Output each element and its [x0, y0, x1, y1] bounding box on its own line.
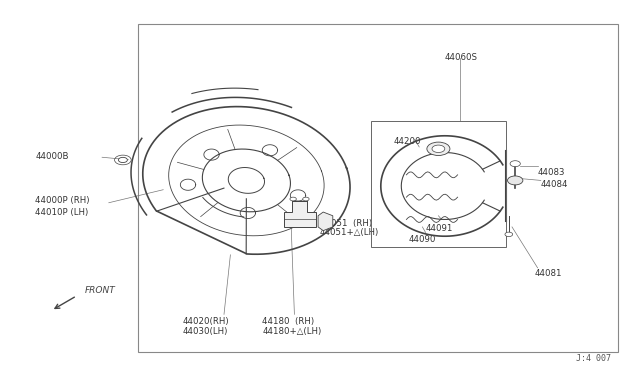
Polygon shape	[284, 201, 316, 227]
Text: FRONT: FRONT	[85, 286, 116, 295]
Text: 44000B: 44000B	[35, 152, 68, 161]
Text: 44081: 44081	[534, 269, 562, 278]
Bar	[138, 24, 618, 352]
Text: 44000P (RH): 44000P (RH)	[35, 196, 90, 205]
Polygon shape	[318, 212, 333, 231]
Circle shape	[427, 142, 450, 155]
Text: 44051+△(LH): 44051+△(LH)	[320, 228, 380, 237]
Text: 44051  (RH): 44051 (RH)	[320, 219, 372, 228]
Text: 44083: 44083	[538, 169, 565, 177]
Text: 44060S: 44060S	[445, 53, 478, 62]
Circle shape	[290, 197, 296, 201]
Circle shape	[505, 232, 513, 237]
Text: 44010P (LH): 44010P (LH)	[35, 208, 88, 217]
Text: 44020(RH): 44020(RH)	[182, 317, 229, 326]
Text: 44090: 44090	[408, 235, 436, 244]
Text: 44180+△(LH): 44180+△(LH)	[262, 327, 322, 336]
Circle shape	[432, 145, 445, 153]
Circle shape	[508, 176, 523, 185]
Text: 44030(LH): 44030(LH)	[182, 327, 228, 336]
Text: 44180  (RH): 44180 (RH)	[262, 317, 314, 326]
Bar	[371, 121, 506, 247]
Circle shape	[510, 161, 520, 167]
Circle shape	[118, 157, 127, 163]
Text: 44200: 44200	[394, 137, 421, 146]
Text: J:4 007: J:4 007	[576, 354, 611, 363]
Text: 44091: 44091	[426, 224, 453, 233]
Circle shape	[303, 197, 309, 201]
Text: 44084: 44084	[541, 180, 568, 189]
